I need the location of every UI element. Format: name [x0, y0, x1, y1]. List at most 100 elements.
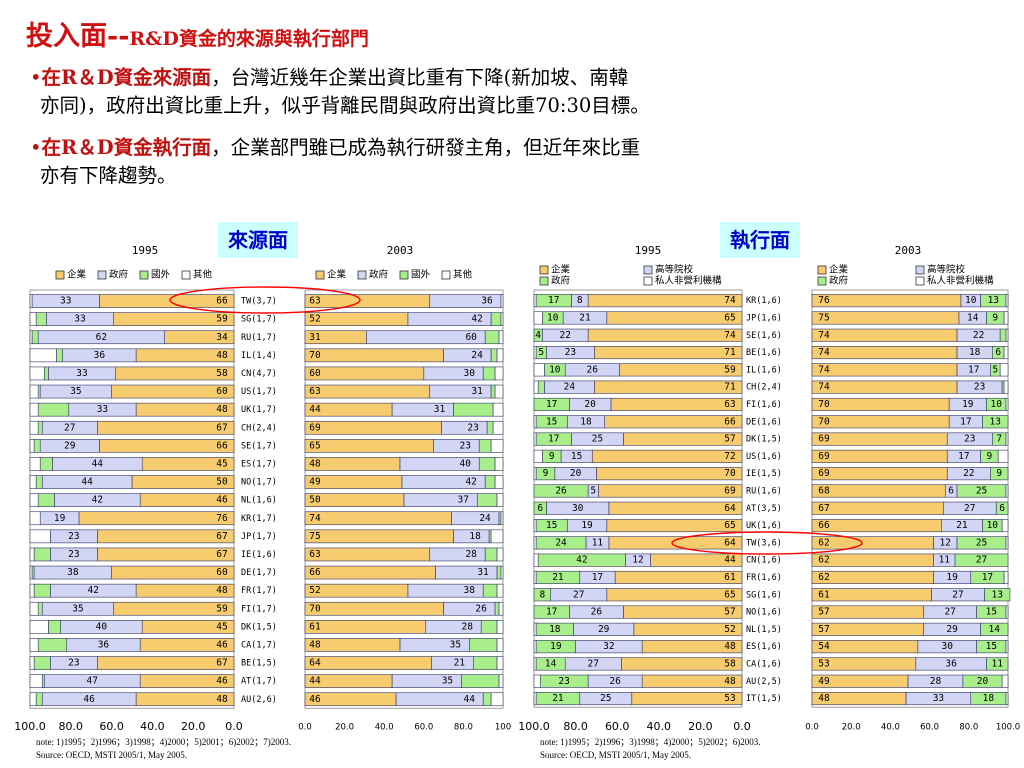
- bar-segment: [484, 330, 500, 345]
- data-label: 71: [724, 382, 736, 393]
- bar-segment: [39, 457, 53, 471]
- category-label: BE(1,5): [241, 659, 277, 669]
- data-label: 8: [539, 589, 545, 600]
- bar-segment: [500, 312, 504, 326]
- legend-entry: 政府: [369, 269, 389, 281]
- data-label: 74: [724, 295, 736, 306]
- data-label: 75: [818, 312, 829, 323]
- data-label: 25: [600, 693, 611, 704]
- data-label: 70: [309, 350, 321, 361]
- data-label: 27: [964, 503, 975, 514]
- x-tick-label: 20.0: [335, 723, 354, 733]
- category-label: IE(1,6): [241, 550, 277, 560]
- data-label: 57: [818, 607, 829, 618]
- data-label: 44: [309, 676, 321, 687]
- x-tick-label: 80.0: [454, 723, 473, 733]
- data-label: 35: [442, 676, 453, 687]
- bar-segment: [33, 583, 51, 598]
- bar-segment: [1005, 294, 1009, 308]
- bar-segment: [533, 588, 551, 602]
- bar-segment: [482, 692, 492, 707]
- bar-segment: [304, 601, 444, 616]
- data-label: 48: [818, 693, 830, 704]
- page-title: 投入面--R&D資金的來源與執行部門: [26, 14, 369, 53]
- data-label: 24: [564, 382, 576, 393]
- data-label: 61: [309, 621, 321, 632]
- x-tick-label: 80.0: [959, 723, 978, 733]
- legend-swatch: [539, 265, 549, 275]
- data-label: 44: [724, 555, 736, 566]
- data-label: 25: [976, 485, 987, 496]
- data-label: 4: [535, 330, 541, 341]
- bar-segment: [29, 692, 37, 707]
- data-label: 26: [475, 603, 487, 614]
- bar-segment: [533, 311, 543, 325]
- bar-segment: [441, 420, 488, 435]
- data-label: 71: [724, 347, 736, 358]
- data-label: 46: [309, 694, 321, 705]
- data-label: 22: [973, 330, 984, 341]
- x-tick-label: 40.0: [375, 723, 394, 733]
- x-tick-label: 0.0: [733, 720, 751, 733]
- data-label: 35: [70, 386, 81, 397]
- bar-segment: [29, 384, 39, 399]
- category-label: DE(1,7): [241, 568, 277, 578]
- bullet-text-cont: 亦有下降趨勢。: [40, 164, 177, 187]
- bar-segment: [494, 475, 504, 489]
- data-label: 18: [983, 693, 995, 704]
- data-label: 44: [463, 694, 475, 705]
- x-tick-label: 100.0: [996, 723, 1020, 733]
- data-label: 48: [724, 676, 736, 687]
- bar-segment: [1005, 484, 1009, 498]
- category-label: JP(1,6): [746, 313, 782, 323]
- bar-segment: [533, 501, 547, 515]
- bar-segment: [304, 620, 427, 634]
- data-label: 61: [724, 572, 736, 583]
- bar-segment: [29, 601, 39, 616]
- bar-segment: [954, 553, 1009, 567]
- bar-segment: [533, 346, 537, 360]
- data-label: 59: [724, 364, 736, 375]
- data-label: 48: [216, 350, 228, 361]
- data-label: 28: [930, 676, 942, 687]
- bar-segment: [498, 674, 504, 688]
- data-label: 7: [996, 434, 1002, 445]
- bar-segment: [533, 380, 539, 394]
- data-label: 17: [546, 607, 557, 618]
- data-label: 35: [450, 639, 461, 650]
- bar-segment: [811, 311, 960, 325]
- bar-segment: [1003, 380, 1009, 394]
- data-label: 11: [939, 555, 951, 566]
- bar-segment: [35, 692, 43, 707]
- bar-segment: [990, 467, 1009, 481]
- x-tick-label: 0.0: [805, 723, 819, 733]
- x-tick-label: 60.0: [920, 723, 939, 733]
- data-label: 27: [952, 589, 963, 600]
- data-label: 52: [309, 585, 320, 596]
- bar-segment: [494, 366, 504, 381]
- bar-segment: [980, 622, 1009, 636]
- data-label: 76: [216, 513, 228, 524]
- category-label: AT(1,7): [241, 677, 277, 687]
- data-label: 27: [573, 589, 584, 600]
- category-label: SG(1,7): [241, 315, 277, 325]
- data-label: 26: [587, 364, 599, 375]
- legend-entry: 其他: [193, 269, 213, 281]
- bar-segment: [533, 519, 537, 533]
- data-label: 74: [818, 364, 830, 375]
- category-label: US(1,7): [241, 387, 277, 397]
- bar-segment: [1005, 432, 1009, 446]
- data-label: 42: [88, 585, 99, 596]
- data-label: 10: [991, 399, 1003, 410]
- category-label: CN(4,7): [241, 369, 277, 379]
- data-label: 74: [309, 513, 321, 524]
- category-label: RU(1,6): [746, 486, 782, 496]
- category-label: NO(1,6): [746, 608, 782, 618]
- data-label: 17: [548, 434, 559, 445]
- x-tick-label: 80.0: [563, 720, 588, 733]
- bar-segment: [490, 348, 498, 363]
- data-label: 21: [552, 572, 564, 583]
- data-label: 49: [818, 676, 830, 687]
- data-label: 19: [962, 399, 974, 410]
- bar-segment: [498, 601, 504, 616]
